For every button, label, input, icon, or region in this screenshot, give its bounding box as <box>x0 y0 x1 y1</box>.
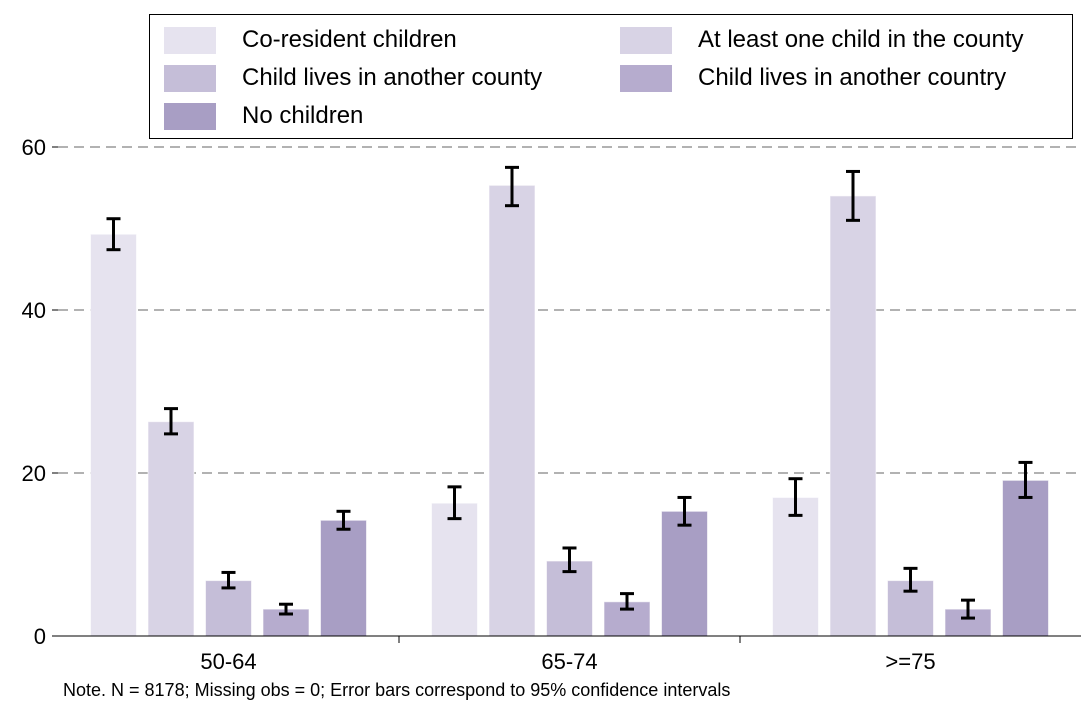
bar <box>546 560 593 637</box>
legend-swatch <box>164 26 216 54</box>
legend-label: Child lives in another country <box>698 64 1007 91</box>
y-tick-label: 20 <box>22 461 46 486</box>
legend-item-child-in-county: At least one child in the county <box>620 24 1024 56</box>
legend-item-co-resident: Co-resident children <box>164 24 457 56</box>
legend-item-another-county: Child lives in another county <box>164 62 542 94</box>
legend-item-no-children: No children <box>164 100 363 132</box>
bar <box>431 502 478 637</box>
x-tick-label: 50-64 <box>200 649 256 674</box>
legend-label: Child lives in another county <box>242 64 543 91</box>
legend: Co-resident children At least one child … <box>149 14 1073 139</box>
y-tick-label: 40 <box>22 298 46 323</box>
bar <box>772 496 819 637</box>
axes: 0 20 40 60 50-64 65-74 >=75 <box>22 135 1081 674</box>
bar <box>829 195 877 637</box>
legend-item-another-country: Child lives in another country <box>620 62 1006 94</box>
bars <box>90 184 1049 637</box>
x-tick-label: 65-74 <box>541 649 597 674</box>
legend-label: Co-resident children <box>242 26 457 53</box>
legend-label: No children <box>242 102 364 129</box>
bar <box>488 184 536 637</box>
legend-swatch <box>620 64 672 92</box>
y-tick-label: 0 <box>34 624 46 649</box>
bar <box>147 421 195 637</box>
x-tick-label: >=75 <box>885 649 935 674</box>
bar <box>661 510 708 637</box>
bar <box>90 233 137 637</box>
legend-swatch <box>164 102 216 130</box>
chart-note: Note. N = 8178; Missing obs = 0; Error b… <box>63 680 731 700</box>
legend-label: At least one child in the county <box>698 26 1024 53</box>
legend-swatch <box>164 64 216 92</box>
grid-lines <box>58 146 1081 474</box>
legend-swatch <box>620 26 672 54</box>
y-tick-label: 60 <box>22 135 46 160</box>
bar <box>320 519 367 637</box>
error-bars <box>106 165 1033 620</box>
bar <box>1002 479 1049 637</box>
